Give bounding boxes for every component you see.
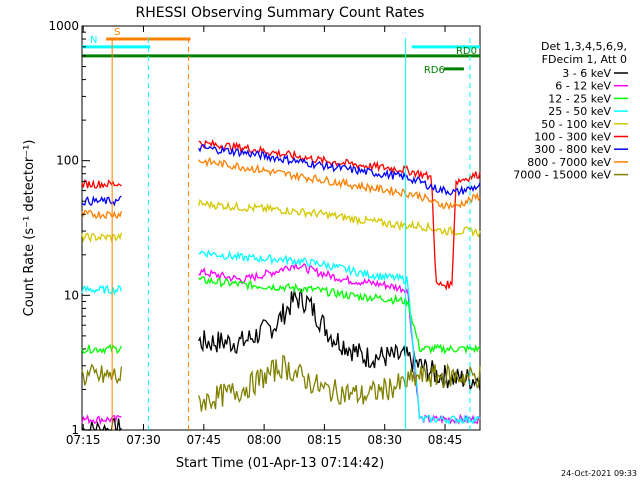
legend-entry-label: 3 - 6 keV xyxy=(562,67,611,80)
legend-header: FDecim 1, Att 0 xyxy=(542,53,627,66)
series-7-line-1 xyxy=(198,156,481,211)
series-2-line-1 xyxy=(198,275,481,355)
flag-label: N xyxy=(90,35,97,46)
legend-entry-label: 12 - 25 keV xyxy=(548,92,611,105)
series-5-line-0 xyxy=(81,179,122,189)
legend-entry-label: 25 - 50 keV xyxy=(548,105,611,118)
legend-entry-label: 800 - 7000 keV xyxy=(527,156,611,169)
flag-label: RD0 xyxy=(456,46,477,57)
series-3-line-0 xyxy=(81,284,123,296)
x-tick-label: 08:00 xyxy=(247,433,282,447)
x-tick-label: 07:15 xyxy=(66,433,101,447)
x-tick-label: 08:30 xyxy=(367,433,402,447)
flag-label: S xyxy=(114,27,120,38)
flag-bars: S N RD0 RD6 xyxy=(82,27,480,76)
x-tick-label: 07:45 xyxy=(187,433,222,447)
axes: 07:15 07:30 07:45 08:00 08:15 08:30 08:45 1 10 10… xyxy=(48,19,462,447)
series-0-line-1 xyxy=(198,288,481,391)
y-tick-label: 100 xyxy=(56,154,79,168)
y-tick-label: 1 xyxy=(71,423,79,437)
x-axis-label: Start Time (01-Apr-13 07:14:42) xyxy=(176,456,384,471)
legend-entry-label: 300 - 800 keV xyxy=(534,143,611,156)
footer-date: 24-Oct-2021 09:33 xyxy=(561,469,637,478)
plot-frame xyxy=(81,25,481,431)
legend: Det 1,3,4,5,6,9,FDecim 1, Att 03 - 6 keV… xyxy=(513,40,628,182)
series-2-line-0 xyxy=(81,343,122,355)
series-layer xyxy=(81,138,481,432)
series-4-line-0 xyxy=(81,232,123,244)
plot-border xyxy=(81,25,481,431)
series-4-line-1 xyxy=(197,198,481,238)
series-3-line-1 xyxy=(198,249,481,426)
legend-entry-label: 7000 - 15000 keV xyxy=(513,169,611,182)
chart-title: RHESSI Observing Summary Count Rates xyxy=(136,5,425,21)
series-7-line-0 xyxy=(81,209,123,220)
legend-entry-label: 6 - 12 keV xyxy=(555,80,611,93)
vertical-markers xyxy=(111,38,471,430)
legend-entry-label: 50 - 100 keV xyxy=(541,118,611,131)
y-axis-label: Count Rate (s⁻¹ detector⁻¹) xyxy=(22,140,37,317)
legend-header: Det 1,3,4,5,6,9, xyxy=(541,40,627,53)
series-5-line-1 xyxy=(198,138,481,291)
series-1-line-0 xyxy=(81,414,122,426)
y-tick-label: 1000 xyxy=(48,19,79,33)
series-6-line-0 xyxy=(81,195,122,207)
x-tick-label: 08:45 xyxy=(428,433,463,447)
y-tick-label: 10 xyxy=(64,288,79,302)
legend-entry-label: 100 - 300 keV xyxy=(534,131,611,144)
x-tick-label: 08:15 xyxy=(307,433,342,447)
series-8-line-1 xyxy=(197,354,481,412)
series-6-line-1 xyxy=(198,144,481,197)
x-tick-label: 07:30 xyxy=(126,433,161,447)
series-8-line-0 xyxy=(81,363,123,386)
flag-label: RD6 xyxy=(424,65,445,76)
